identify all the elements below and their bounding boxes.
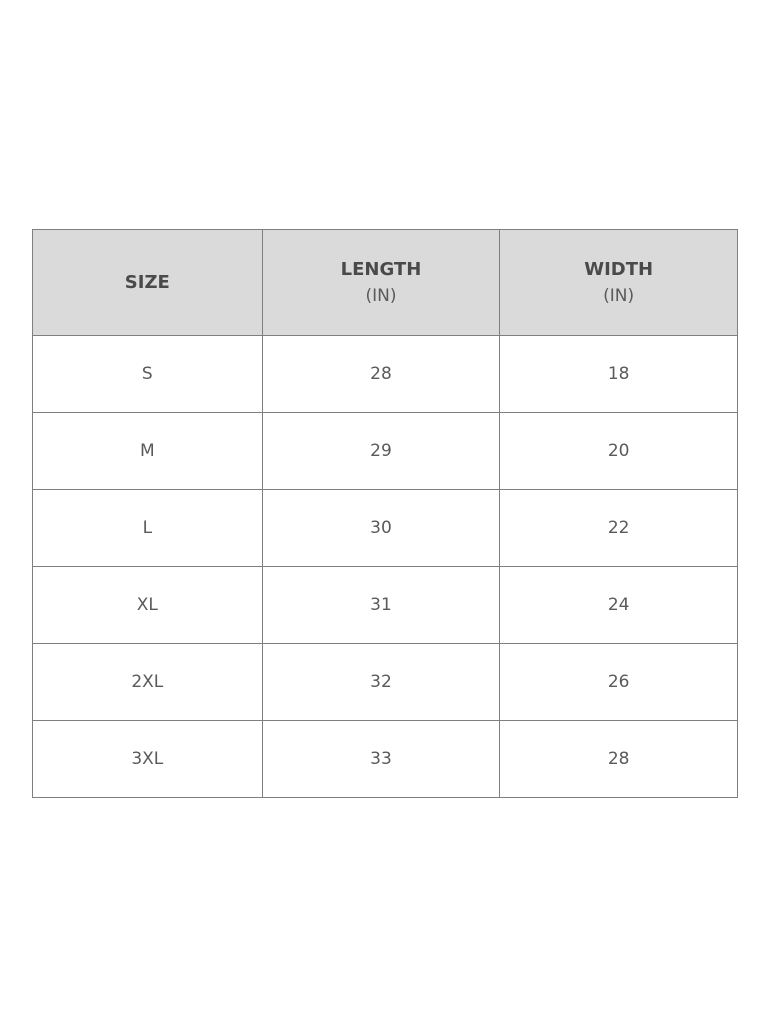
width-cell: 28: [499, 720, 738, 798]
size-cell: 3XL: [32, 720, 263, 798]
table-row: S 28 18: [32, 335, 738, 413]
header-unit: (IN): [365, 286, 397, 306]
length-cell: 28: [261, 335, 501, 413]
width-cell: 18: [499, 335, 738, 413]
length-cell: 29: [261, 412, 501, 490]
size-cell: 2XL: [32, 643, 263, 721]
width-cell: 24: [499, 566, 738, 644]
table-row: XL 31 24: [32, 566, 738, 644]
header-label: SIZE: [124, 272, 170, 293]
width-cell: 26: [499, 643, 738, 721]
table-row: M 29 20: [32, 412, 738, 490]
width-cell: 22: [499, 489, 738, 567]
header-width: WIDTH (IN): [499, 229, 738, 336]
size-cell: XL: [32, 566, 263, 644]
size-cell: S: [32, 335, 263, 413]
width-cell: 20: [499, 412, 738, 490]
size-cell: M: [32, 412, 263, 490]
table-row: 2XL 32 26: [32, 643, 738, 721]
header-length: LENGTH (IN): [261, 229, 501, 336]
size-cell: L: [32, 489, 263, 567]
header-label: LENGTH: [340, 259, 422, 280]
size-chart-table: SIZE LENGTH (IN) WIDTH (IN) S 28 18 M 29 20 L 30 2…: [32, 229, 738, 798]
header-size: SIZE: [32, 229, 263, 336]
length-cell: 31: [261, 566, 501, 644]
header-unit: (IN): [603, 286, 635, 306]
header-label: WIDTH: [584, 259, 654, 280]
length-cell: 30: [261, 489, 501, 567]
header-row: SIZE LENGTH (IN) WIDTH (IN): [32, 229, 738, 336]
table-row: L 30 22: [32, 489, 738, 567]
length-cell: 32: [261, 643, 501, 721]
table-row: 3XL 33 28: [32, 720, 738, 798]
length-cell: 33: [261, 720, 501, 798]
